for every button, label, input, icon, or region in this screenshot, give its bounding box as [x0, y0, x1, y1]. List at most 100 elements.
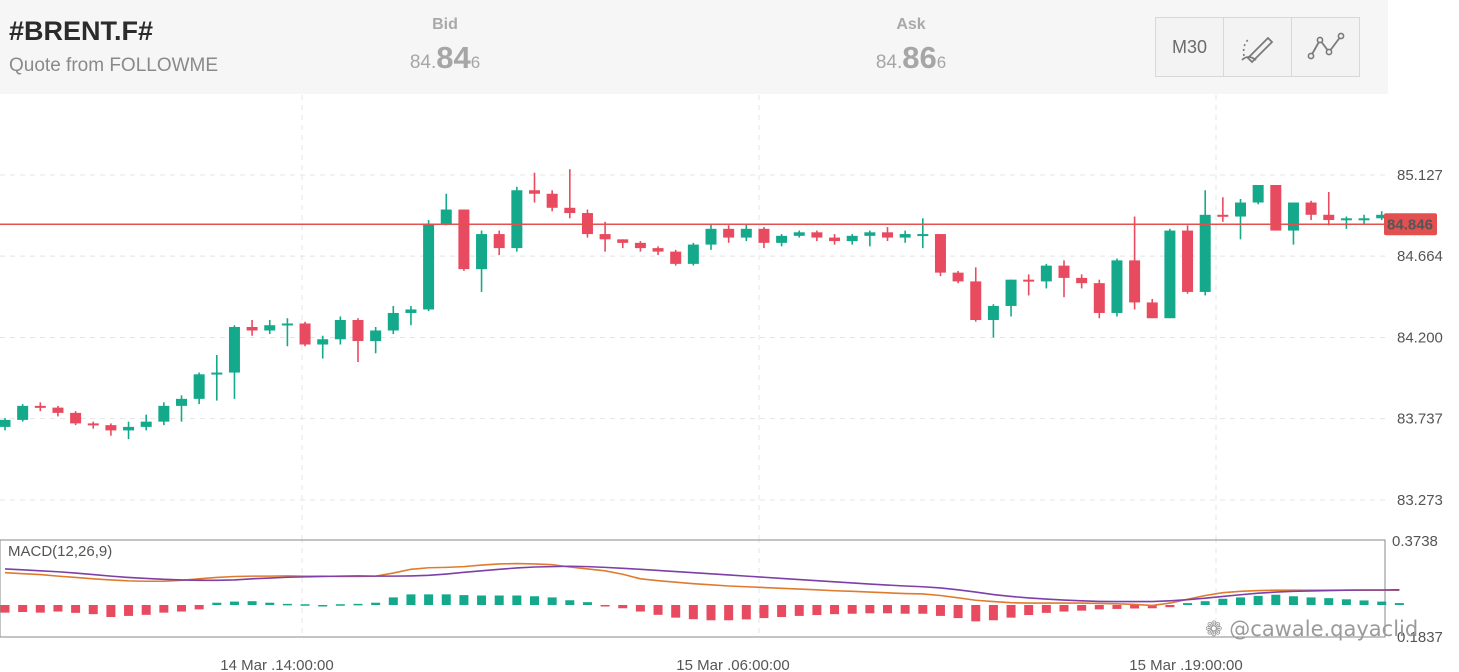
candle-body: [1217, 214, 1229, 217]
candle: [334, 316, 346, 345]
candle: [52, 405, 64, 417]
candle-body: [1111, 260, 1123, 313]
macd-histogram-bar: [830, 605, 840, 615]
candle: [776, 234, 788, 247]
macd-histogram-bar: [194, 605, 204, 610]
macd-histogram-bar: [0, 605, 10, 613]
macd-histogram-bar: [406, 594, 416, 605]
macd-histogram-bar: [988, 605, 998, 621]
candle: [70, 411, 82, 426]
candle: [1146, 298, 1158, 319]
candle-body: [811, 232, 823, 238]
macd-histogram-bar: [1341, 599, 1351, 605]
candle-body: [1323, 214, 1335, 221]
candle-body: [934, 234, 946, 273]
macd-histogram-bar: [865, 605, 875, 614]
y-tick-label: 85.127: [1397, 167, 1443, 184]
macd-histogram-bar: [388, 597, 398, 605]
macd-label: MACD(12,26,9): [8, 543, 112, 560]
candle: [0, 418, 11, 431]
candle-body: [370, 330, 382, 342]
macd-histogram-bar: [1359, 600, 1369, 605]
macd-histogram-bar: [71, 605, 81, 613]
candle-body: [846, 235, 858, 242]
macd-histogram-bar: [547, 597, 557, 605]
candle-body: [1076, 277, 1088, 284]
timeframe-button[interactable]: M30: [1156, 18, 1224, 76]
candle: [934, 234, 946, 277]
macd-histogram-bar: [565, 600, 575, 605]
candle-body: [317, 339, 329, 345]
macd-histogram-bar: [371, 602, 381, 605]
candle: [1023, 274, 1035, 296]
candle: [1040, 263, 1052, 289]
bid-quote[interactable]: Bid 84.846: [365, 16, 525, 76]
candle: [1270, 184, 1282, 231]
candle-body: [264, 325, 276, 331]
draw-tool-button[interactable]: [1224, 18, 1292, 76]
candle: [281, 318, 293, 347]
macd-histogram-bar: [1183, 603, 1193, 605]
candle: [1093, 279, 1105, 319]
candle: [1182, 225, 1194, 294]
macd-histogram-bar: [618, 605, 628, 609]
candle-body: [529, 190, 540, 194]
macd-histogram-bar: [441, 594, 451, 605]
macd-histogram-bar: [582, 602, 592, 605]
candle-body: [493, 234, 505, 249]
candle-body: [34, 405, 46, 408]
candle-body: [793, 232, 805, 236]
bid-label: Bid: [432, 16, 458, 33]
candle-body: [952, 272, 964, 282]
candle: [652, 246, 664, 256]
candle-body: [458, 209, 470, 270]
macd-line: [4, 565, 1400, 603]
macd-histogram-bar: [424, 594, 434, 605]
macd-histogram-bar: [724, 605, 734, 621]
ask-quote[interactable]: Ask 84.866: [831, 16, 991, 76]
macd-histogram-bar: [1059, 605, 1069, 612]
candle-body: [1182, 230, 1194, 292]
candle: [211, 355, 223, 401]
candle-body: [1376, 214, 1388, 219]
x-tick-label: 15 Mar .19:00:00: [1129, 657, 1242, 672]
bid-price-prefix: 84.: [409, 52, 437, 73]
macd-histogram-bar: [35, 605, 45, 613]
candle-body: [228, 326, 240, 373]
candle: [687, 242, 699, 266]
macd-histogram-bar: [1130, 605, 1140, 609]
candle-body: [723, 228, 735, 238]
bid-price-main: 84: [436, 40, 471, 75]
candle-body: [123, 426, 135, 431]
candle-body: [423, 223, 435, 310]
macd-histogram-bar: [106, 605, 116, 617]
macd-histogram-bar: [177, 605, 186, 612]
macd-histogram-bar: [1094, 605, 1104, 610]
ask-price-suffix: 6: [936, 53, 947, 72]
candle: [370, 326, 382, 354]
candle-body: [281, 323, 293, 326]
candle: [952, 270, 964, 284]
candle: [299, 321, 311, 347]
candle: [423, 220, 435, 312]
candle-body: [1023, 279, 1035, 282]
indicator-button[interactable]: [1292, 18, 1359, 76]
candle-body: [405, 309, 417, 313]
pen-icon: [1240, 36, 1273, 64]
candle-body: [970, 281, 982, 320]
macd-histogram-bar: [318, 605, 328, 607]
ask-label: Ask: [896, 16, 926, 33]
candle-body: [52, 407, 64, 413]
macd-histogram-bar: [530, 596, 539, 605]
candle-body: [1093, 283, 1105, 313]
candle-body: [176, 398, 187, 406]
candle: [1005, 279, 1017, 317]
ask-price: 84.866: [831, 40, 991, 76]
macd-histogram-bar: [953, 605, 963, 619]
macd-histogram-bar: [1236, 597, 1245, 605]
quote-header: #BRENT.F# Quote from FOLLOWME Bid 84.846…: [0, 0, 1388, 94]
candle: [1376, 211, 1388, 221]
candle-body: [1164, 230, 1176, 319]
macd-histogram-bar: [282, 603, 292, 606]
